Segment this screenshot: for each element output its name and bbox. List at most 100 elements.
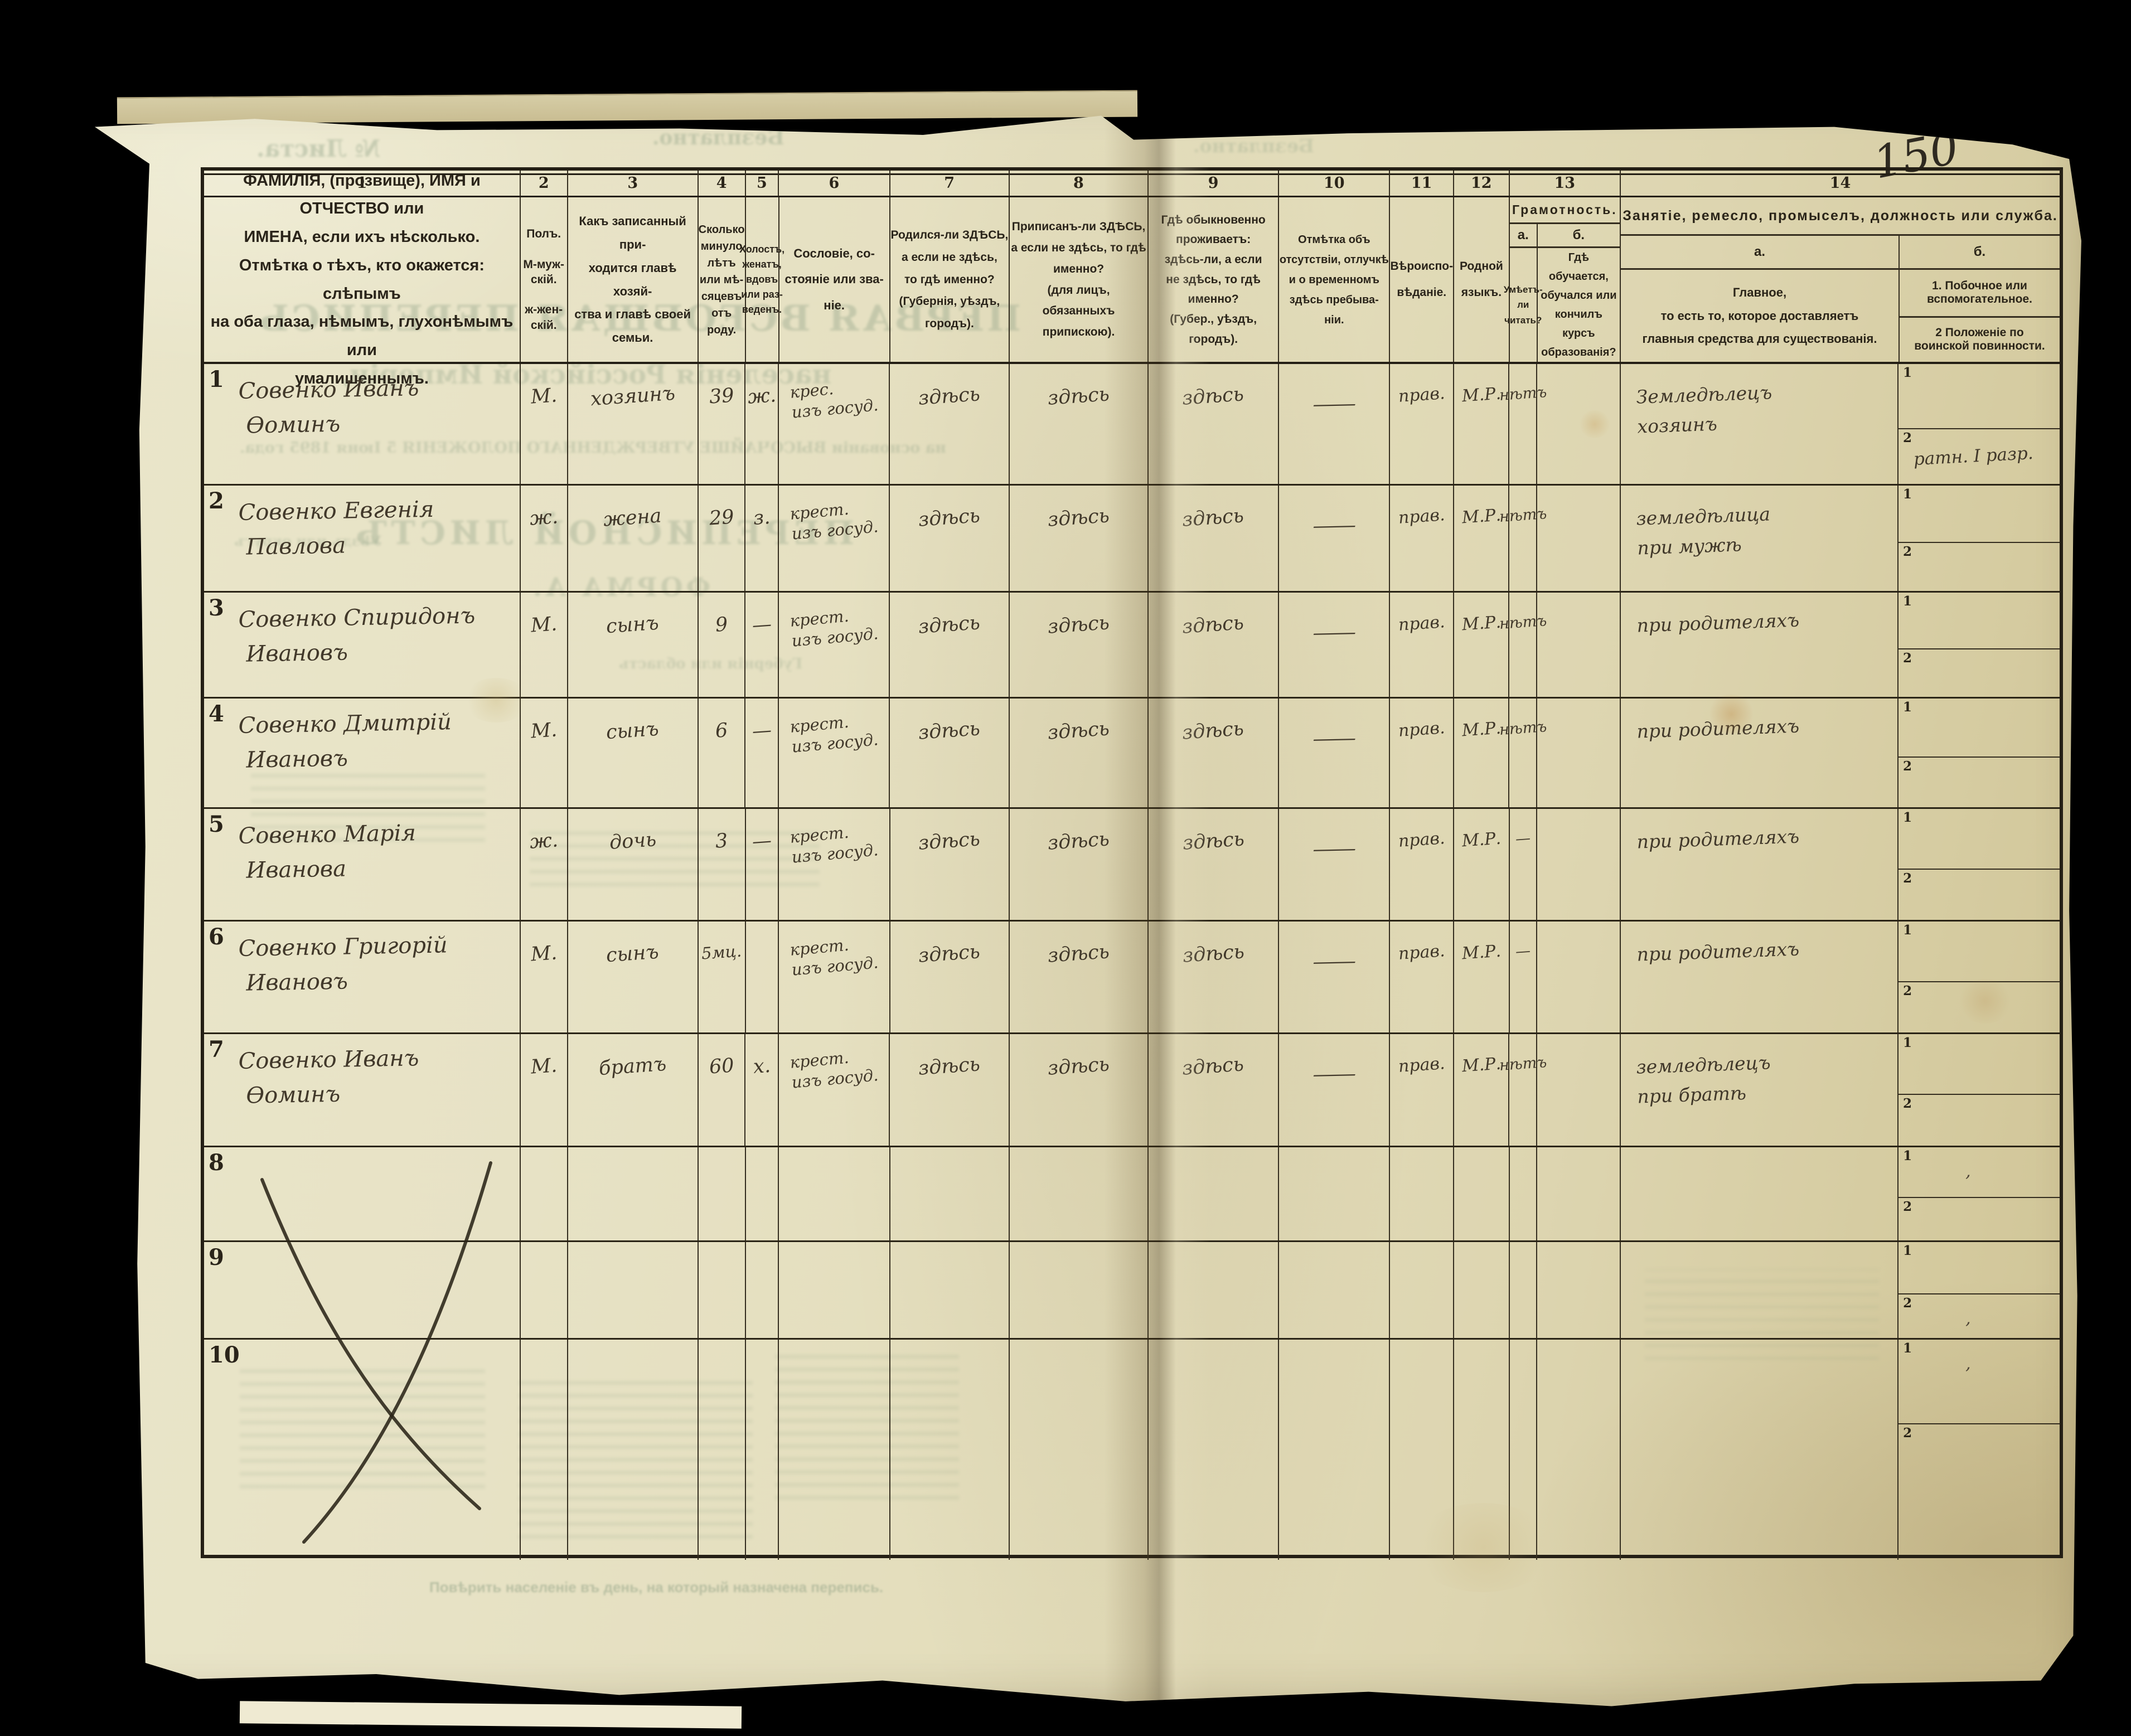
header-occupation-b-label: б. [1973, 244, 1986, 259]
cell-occupation: при родителяхъ [1636, 825, 1800, 853]
col-number: 4 [699, 171, 746, 196]
cell-residence: здѣсь [1181, 383, 1245, 410]
header-birthplace: Родился-ли ЗДѢСЬ, а если не здѣсь, то гд… [890, 197, 1010, 362]
cell-marital: — [751, 719, 773, 743]
cell-age: 29 [708, 506, 735, 530]
header-estate: Сословіе, со- стояніе или зва- ніе. [779, 197, 890, 362]
cell-marital: з. [752, 506, 771, 530]
cell-absence: — [1310, 837, 1358, 861]
cell-marital: — [751, 613, 773, 637]
cell-registered: здѣсь [1047, 612, 1110, 638]
cell-registered: здѣсь [1047, 717, 1110, 744]
cell-reads: — [1514, 830, 1532, 848]
cell-name: Совенко Иванъ Ѳоминъ [238, 1045, 419, 1109]
cell-sex: М. [530, 1054, 558, 1079]
cell-relation: сынъ [606, 940, 660, 967]
row-number: 4 [209, 701, 224, 727]
sheet-edge-below [239, 1701, 742, 1729]
col-number: 8 [1010, 171, 1149, 196]
cell-age: 3 [714, 830, 729, 853]
cell-relation: жена [603, 505, 663, 531]
subcell-label-2: 2 [1903, 1296, 1912, 1311]
cell-birthplace: здѣсь [917, 1053, 981, 1080]
header-absence: Отмѣтка объ отсутствіи, отлучкѣ и о врем… [1279, 197, 1391, 362]
cell-sex: ж. [529, 829, 559, 854]
row-number: 9 [209, 1244, 224, 1271]
subcell-label-1: 1 [1903, 1243, 1912, 1258]
row-number: 3 [209, 595, 224, 621]
cell-occupation: при родителяхъ [1636, 609, 1800, 637]
header-surname: ФАМИЛІЯ, (прозвище), ИМЯ и ОТЧЕСТВО или … [204, 172, 521, 387]
cell-occupation: при родителяхъ [1636, 938, 1800, 966]
cell-marital: ж. [747, 384, 777, 409]
header-row: ФАМИЛІЯ, (прозвище), ИМЯ и ОТЧЕСТВО или … [204, 172, 2060, 387]
row-number: 5 [209, 811, 224, 837]
col-number: 3 [568, 171, 699, 196]
col-number: 6 [779, 171, 890, 196]
cell-estate: крес. изъ госуд. [789, 379, 879, 422]
subcell-label-1: 1 [1903, 365, 1912, 380]
cell-absence: — [1310, 950, 1358, 973]
cell-side-occupation [1898, 481, 2060, 506]
census-sheet: № Листа. Безплатно. Безплатно. ПЕРВАЯ ВС… [94, 115, 2081, 1706]
table-row: 4 Совенко Дмитрій Ивановъ М. сынъ 6 — кр… [204, 699, 2060, 809]
header-relation: Какъ записанный при- ходится главѣ хозяй… [568, 197, 699, 362]
subcell-label-1: 1 [1903, 1035, 1912, 1050]
cell-sex: М. [530, 613, 558, 637]
cell-occupation: земледѣлецъ при братѣ [1635, 1051, 1771, 1108]
cell-registered: здѣсь [1047, 940, 1111, 967]
cell-residence: здѣсь [1181, 505, 1245, 531]
cell-birthplace: здѣсь [917, 383, 981, 410]
row-number: 10 [209, 1342, 240, 1368]
col-number: 2 [521, 171, 568, 196]
table-row: 6 Совенко Григорій Ивановъ М. сынъ 5мц. … [204, 922, 2060, 1034]
cell-sex: М. [530, 384, 558, 409]
cell-religion: прав. [1397, 505, 1446, 528]
col-number: 12 [1454, 171, 1510, 196]
subcell-label-1: 1 [1903, 1148, 1912, 1163]
header-language: Родной языкъ. [1454, 197, 1510, 362]
cell-absence: — [1310, 621, 1358, 644]
subcell-label-1: 1 [1903, 1341, 1912, 1356]
cell-language: М.Р. [1461, 941, 1502, 964]
col-number: 5 [746, 171, 779, 196]
column-number-row: 1 2 3 4 5 6 7 8 9 10 11 12 13 14 [204, 171, 2060, 197]
table-row: 8 1, 2 [204, 1147, 2060, 1242]
cell-estate: крест. изъ госуд. [789, 935, 879, 979]
ghost-free-right: Безплатно. [1193, 135, 1315, 157]
row-number: 6 [209, 924, 224, 950]
row-number: 2 [209, 488, 224, 514]
cell-residence: здѣсь [1181, 828, 1245, 855]
cell-religion: прав. [1397, 384, 1446, 406]
sheet-number-crossed: 151 [1861, 83, 1938, 139]
cell-religion: прав. [1397, 1054, 1446, 1076]
cell-age: 39 [708, 384, 735, 409]
header-literacy-b: Гдѣ обучается, обучался или кончилъ курс… [1541, 251, 1617, 358]
cell-military-status [1898, 539, 2060, 564]
header-literacy-a-label: а. [1510, 224, 1538, 246]
subcell-label-2: 2 [1903, 759, 1912, 774]
cell-absence: — [1310, 727, 1358, 750]
cell-religion: прав. [1397, 941, 1446, 964]
header-occupation-a: Главное, то есть то, которое доставляетъ… [1621, 270, 1900, 362]
subcell-label-2: 2 [1903, 651, 1912, 666]
cell-sex: М. [530, 942, 558, 966]
cell-residence: здѣсь [1181, 612, 1245, 638]
table-row: 2 Совенко Евгенія Павлова ж. жена 29 з. … [204, 486, 2060, 593]
cell-military-status: ратн. I разр. [1913, 443, 2034, 470]
subcell-label-2: 2 [1903, 1199, 1912, 1215]
header-occupation-b2: 2 Положеніе по воинской повинности. [1914, 326, 2045, 353]
header-marital: Холостъ, женатъ, вдовъ или раз- веденъ. [739, 197, 784, 362]
subcell-label-2: 2 [1903, 430, 1912, 446]
cell-registered: здѣсь [1047, 828, 1111, 855]
cell-name: Совенко Григорій Ивановъ [238, 932, 448, 996]
cell-sex: ж. [529, 506, 559, 530]
cell-birthplace: здѣсь [917, 612, 981, 638]
subcell-label-2: 2 [1903, 983, 1912, 998]
header-literacy-group: Грамотность. а. б. Умѣетъ- ли читать? Гд… [1504, 197, 1621, 362]
col-number: 11 [1390, 171, 1454, 196]
cell-age: 60 [708, 1054, 735, 1079]
table-row: 7 Совенко Иванъ Ѳоминъ М. братъ 60 х. кр… [204, 1034, 2060, 1147]
subcell-label-2: 2 [1903, 1425, 1912, 1441]
